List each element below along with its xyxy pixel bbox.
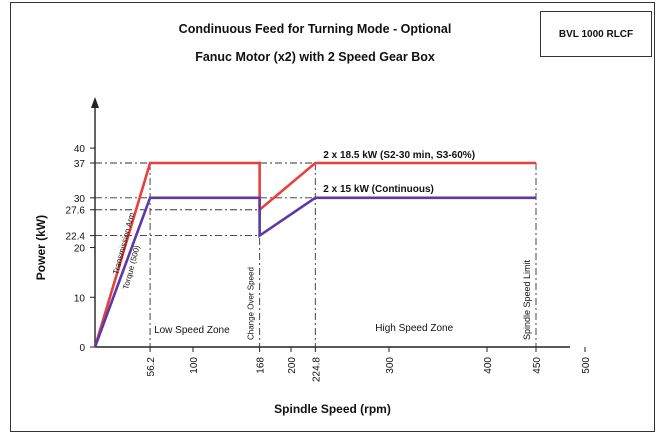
chart-subtitle: Fanuc Motor (x2) with 2 Speed Gear Box <box>195 50 435 64</box>
y-axis-title: Power (kW) <box>34 215 48 280</box>
low-speed-zone-label: Low Speed Zone <box>154 325 230 336</box>
change-over-speed-label: Change Over Speed <box>247 267 256 340</box>
y-tick-label: 22.4 <box>66 232 86 243</box>
x-tick-label: 200 <box>287 357 298 374</box>
series-label-2: 2 x 15 kW (Continuous) <box>323 184 434 195</box>
chart-title: Condinuous Feed for Turning Mode - Optio… <box>178 22 452 36</box>
x-tick-label: 300 <box>385 357 396 374</box>
y-tick-label: 10 <box>74 293 86 304</box>
y-tick-label: 30 <box>74 194 86 205</box>
y-tick-label: 27.6 <box>66 206 86 217</box>
model-label: BVL 1000 RLCF <box>540 11 652 57</box>
spindle-speed-limit-label: Spindle Speed Limit <box>522 259 532 340</box>
x-tick-label: 100 <box>189 357 200 374</box>
y-tick-label: 20 <box>74 244 86 255</box>
y-tick-label: 40 <box>74 144 86 155</box>
y-tick-label: 0 <box>79 343 85 354</box>
series-label-1: 2 x 18.5 kW (S2-30 min, S3-60%) <box>323 150 475 161</box>
series-line-2 <box>93 196 536 348</box>
y-tick-label: 37 <box>74 159 86 170</box>
x-tick-label: 500 <box>581 357 592 374</box>
series-line-1 <box>93 161 536 348</box>
x-tick-label: 400 <box>483 357 494 374</box>
chart-frame <box>10 2 655 432</box>
x-axis-title: Spindle Speed (rpm) <box>274 402 391 416</box>
high-speed-zone-label: High Speed Zone <box>375 323 453 334</box>
y-axis-arrow <box>91 97 99 108</box>
x-tick-label: 168 <box>256 357 267 374</box>
x-tick-label: 450 <box>532 357 543 374</box>
x-tick-label: 56.2 <box>146 357 157 377</box>
x-tick-label: 224.8 <box>311 357 322 382</box>
